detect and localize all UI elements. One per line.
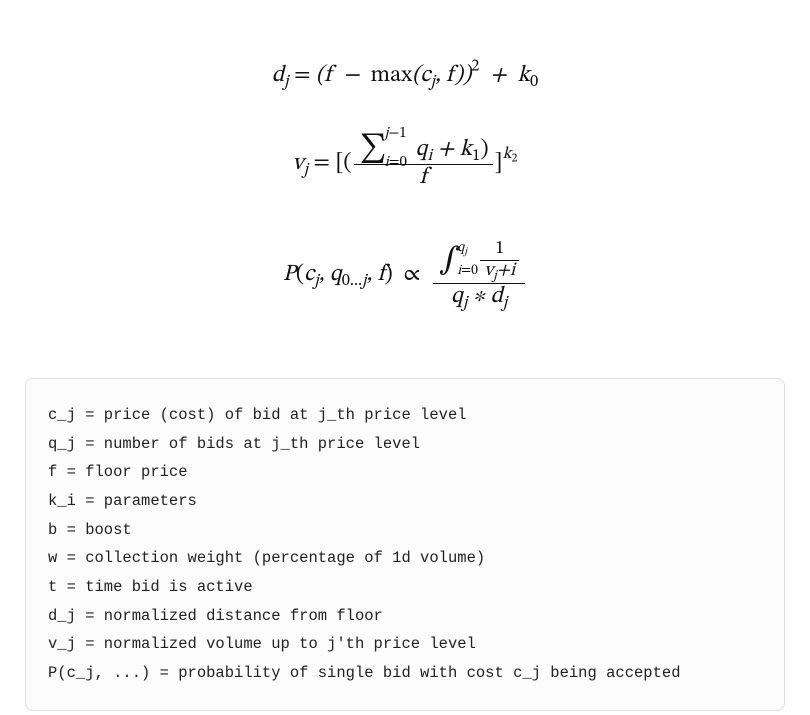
eq1-right: (f − max(cj, f))2 + k0 [316,64,538,87]
eq3-int-upper: qj [457,242,467,256]
eq2-sigma-upper: j−1 [385,127,407,142]
def-line: d_j = normalized distance from floor [48,602,762,631]
equation-p: P(cj, q0...j, f) ∝ ∫ qj i=0 1 vj+i qj ∗ … [40,239,770,310]
eq3-left: P(cj, q0...j, f) [283,263,393,286]
eq2-numerator: ∑ j−1 i=0 qi + k1) [354,135,493,165]
def-line: v_j = normalized volume up to j'th price… [48,630,762,659]
eq2-numerator-tail: qi + k1) [410,138,488,161]
eq3-outer-fraction: ∫ qj i=0 1 vj+i qj ∗ dj [433,239,525,310]
eq3-inner-num: 1 [480,239,519,261]
def-line: c_j = price (cost) of bid at j_th price … [48,401,762,430]
eq2-close-bracket: ] [495,152,503,175]
equations-block: dj = (f − max(cj, f))2 + k0 vj = [( ∑ j−… [0,0,810,368]
eq2-open-paren: ( [343,152,351,175]
eq3-propto: ∝ [398,263,425,286]
eq2-sigma-lower: i=0 [385,156,407,171]
eq3-outer-numerator: ∫ qj i=0 1 vj+i [433,239,525,283]
equation-d: dj = (f − max(cj, f))2 + k0 [40,64,770,87]
eq2-left: vj [293,152,308,175]
def-line: f = floor price [48,458,762,487]
eq3-inner-den: vj+i [480,261,519,282]
eq2-denominator: f [354,165,493,191]
eq1-left: dj [272,64,289,87]
eq2-exponent: k2 [503,145,518,162]
def-line: q_j = number of bids at j_th price level [48,430,762,459]
eq3-int-lower: i=0 [457,265,478,279]
eq2-equals: = [313,152,335,175]
eq3-inner-fraction: 1 vj+i [480,239,519,282]
integral-icon: ∫ qj i=0 [439,245,460,276]
equation-v: vj = [( ∑ j−1 i=0 qi + k1) f ]k2 [40,135,770,191]
eq1-equals: = [294,64,316,87]
def-line: k_i = parameters [48,487,762,516]
def-line: t = time bid is active [48,573,762,602]
def-line: w = collection weight (percentage of 1d … [48,544,762,573]
eq2-fraction: ∑ j−1 i=0 qi + k1) f [354,135,493,191]
page: dj = (f − max(cj, f))2 + k0 vj = [( ∑ j−… [0,0,810,715]
definitions-box: c_j = price (cost) of bid at j_th price … [25,378,785,711]
def-line: b = boost [48,516,762,545]
def-line: P(c_j, ...) = probability of single bid … [48,659,762,688]
eq3-outer-denominator: qj ∗ dj [433,284,525,310]
sigma-icon: ∑ j−1 i=0 [360,135,387,164]
